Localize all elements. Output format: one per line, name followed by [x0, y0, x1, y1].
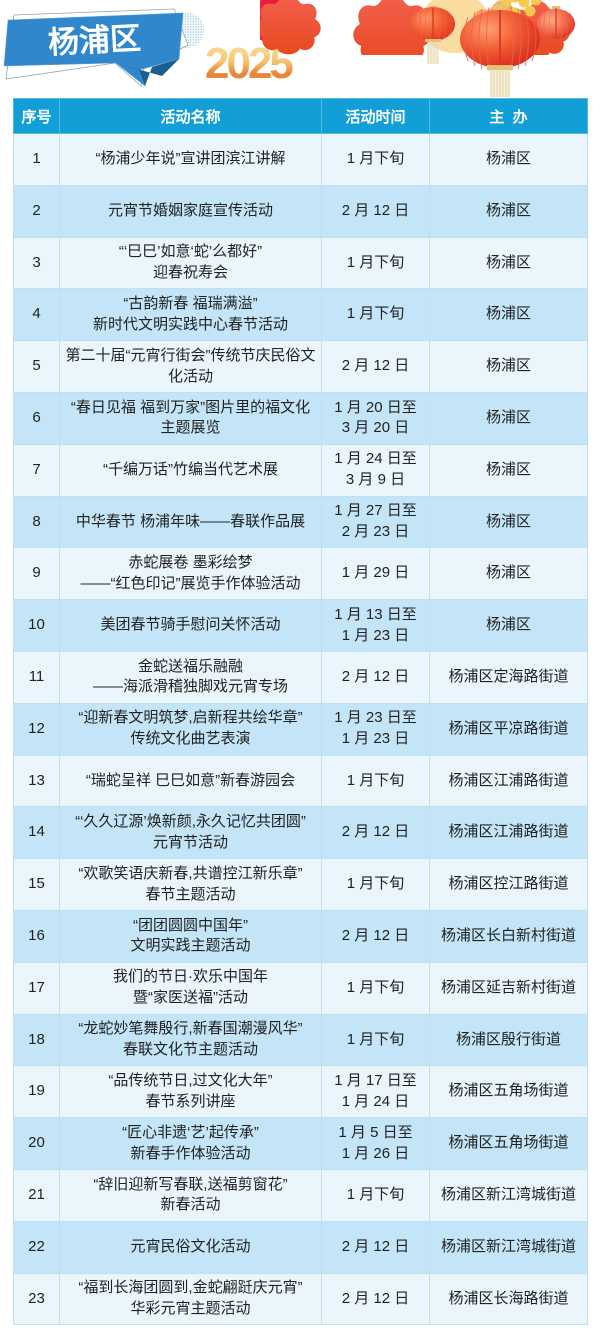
svg-text:杨浦区: 杨浦区	[47, 21, 142, 61]
